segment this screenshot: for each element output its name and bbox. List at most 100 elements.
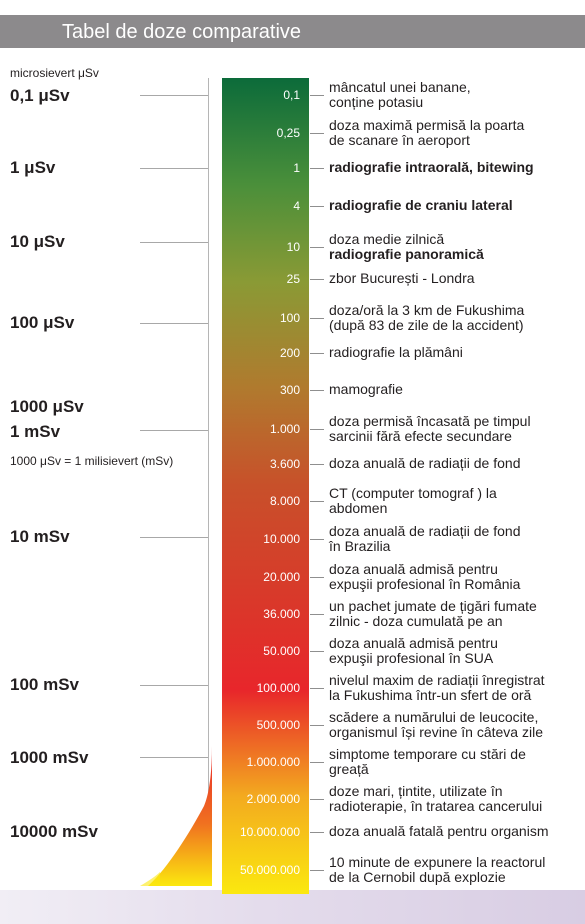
dose-leader-tick <box>310 799 324 800</box>
dose-value: 36.000 <box>263 607 300 621</box>
dose-leader-tick <box>310 168 324 169</box>
dose-curve-tail <box>140 872 160 886</box>
dose-value: 100 <box>279 311 300 325</box>
dose-description-line: scădere a numărului de leucocite, <box>329 709 539 725</box>
dose-leader-tick <box>310 318 324 319</box>
dose-description: doza permisă încasată pe timpul sarcinii … <box>329 414 585 444</box>
dose-description-line: doza anuală fatală pentru organism <box>329 823 549 839</box>
dose-description-line: organismul își revine în câteva zile <box>329 724 543 740</box>
dose-description-line: mamografie <box>329 381 403 397</box>
dose-value: 1.000 <box>269 422 300 436</box>
dose-description-line: de scanare în aeroport <box>329 132 470 148</box>
dose-description-line: radioterapie, în tratarea cancerului <box>329 798 543 814</box>
dose-value: 2.000.000 <box>246 792 300 806</box>
dose-value: 300 <box>279 383 300 397</box>
dose-description-line: radiografie intraorală, bitewing <box>329 159 534 175</box>
dose-description-line: 10 minute de expunere la reactorul <box>329 854 546 870</box>
dose-value: 500.000 <box>256 718 300 732</box>
dose-leader-tick <box>310 539 324 540</box>
dose-description-line: expuşii profesional în SUA <box>329 650 494 666</box>
dose-value: 200 <box>279 346 300 360</box>
scale-label-100-usv: 100 μSv <box>10 313 75 332</box>
dose-description: doza anuală admisă pentru expuşii profesi… <box>329 562 585 592</box>
dose-description-line: un pachet jumate de țigări fumate <box>329 598 537 614</box>
dose-description-line: zilnic - doza cumulată pe an <box>329 613 503 629</box>
scale-label-0-1-usv: 0,1 μSv <box>10 86 70 105</box>
dose-description: radiografie intraorală, bitewing <box>329 160 585 175</box>
dose-leader-tick <box>310 133 324 134</box>
title-bar: Tabel de doze comparative <box>0 15 585 48</box>
scale-label-10-msv: 10 mSv <box>10 527 70 546</box>
dose-description: 10 minute de expunere la reactorul de la … <box>329 855 585 885</box>
scale-label-1-usv: 1 μSv <box>10 158 56 177</box>
dose-description: doza maximă permisă la poarta de scanare … <box>329 118 585 148</box>
scale-label-10000-msv: 10000 mSv <box>10 822 98 841</box>
dose-description: zbor București - Londra <box>329 271 585 286</box>
dose-value: 0,1 <box>283 88 300 102</box>
dose-leader-tick <box>310 464 324 465</box>
dose-leader-tick <box>310 870 324 871</box>
dose-description-line: doza medie zilnică <box>329 231 445 247</box>
dose-description: mâncatul unei banane, conține potasiu <box>329 80 585 110</box>
scale-label-1-msv: 1 mSv <box>10 422 61 441</box>
dose-description: doza anuală de radiații de fond în Brazil… <box>329 524 585 554</box>
dose-leader-tick <box>310 501 324 502</box>
dose-description-line: radiografie la plămâni <box>329 344 463 360</box>
dose-value: 8.000 <box>269 494 300 508</box>
dose-leader-tick <box>310 688 324 689</box>
dose-description-line: zbor București - Londra <box>329 270 475 286</box>
page-title: Tabel de doze comparative <box>62 21 302 43</box>
dose-description: doza medie zilnică radiografie panoramică <box>329 232 585 262</box>
scale-tick <box>140 95 208 96</box>
scale-tick <box>140 242 208 243</box>
scale-label-1000-usv: 1000 μSv <box>10 397 84 416</box>
dose-description-line: doza anuală de radiații de fond <box>329 523 521 539</box>
scale-tick <box>140 323 208 324</box>
dose-description-line: CT (computer tomograf ) la <box>329 485 497 501</box>
dose-description: radiografie la plămâni <box>329 345 585 360</box>
dose-leader-tick <box>310 429 324 430</box>
scale-label-10-usv: 10 μSv <box>10 232 65 251</box>
dose-leader-tick <box>310 762 324 763</box>
dose-description: simptome temporare cu stări de greață <box>329 747 585 777</box>
dose-description-line: doza anuală de radiații de fond <box>329 455 521 471</box>
dose-value: 1.000.000 <box>246 755 300 769</box>
dose-description-line: doze mari, țintite, utilizate în <box>329 783 503 799</box>
dose-value: 50.000.000 <box>239 863 300 877</box>
dose-description-line: doza permisă încasată pe timpul <box>329 413 531 429</box>
dose-description: scădere a numărului de leucocite, organis… <box>329 710 585 740</box>
dose-leader-tick <box>310 651 324 652</box>
dose-description: nivelul maxim de radiații înregistrat la … <box>329 673 585 703</box>
bottom-band <box>0 890 585 924</box>
dose-leader-tick <box>310 353 324 354</box>
dose-description-line: nivelul maxim de radiații înregistrat <box>329 672 545 688</box>
dose-description: un pachet jumate de țigări fumate zilnic … <box>329 599 585 629</box>
scale-tick <box>140 685 208 686</box>
dose-description: doze mari, țintite, utilizate în radioter… <box>329 784 585 814</box>
dose-leader-tick <box>310 614 324 615</box>
dose-description: doza anuală fatală pentru organism <box>329 824 585 839</box>
dose-value: 20.000 <box>263 570 300 584</box>
dose-description-line: mâncatul unei banane, <box>329 79 471 95</box>
dose-description-line: de la Cernobil după explozie <box>329 869 506 885</box>
dose-description: doza/oră la 3 km de Fukushima (după 83 de… <box>329 303 585 333</box>
scale-axis-line <box>208 78 209 886</box>
dose-description: radiografie de craniu lateral <box>329 198 585 213</box>
dose-leader-tick <box>310 577 324 578</box>
dose-description-line: radiografie panoramică <box>329 246 484 262</box>
dose-description-line: sarcinii fără efecte secundare <box>329 428 512 444</box>
dose-leader-tick <box>310 247 324 248</box>
dose-description-line: radiografie de craniu lateral <box>329 197 513 213</box>
scale-tick <box>140 537 208 538</box>
dose-value: 0,25 <box>276 126 300 140</box>
scale-tick <box>140 168 208 169</box>
dose-description-line: simptome temporare cu stări de <box>329 746 526 762</box>
dose-description-line: doza maximă permisă la poarta <box>329 117 525 133</box>
conversion-note: 1000 μSv = 1 milisievert (mSv) <box>10 454 174 468</box>
dose-description-line: conține potasiu <box>329 94 424 110</box>
dose-description: CT (computer tomograf ) la abdomen <box>329 486 585 516</box>
dose-leader-tick <box>310 390 324 391</box>
dose-leader-tick <box>310 832 324 833</box>
scale-tick <box>140 757 208 758</box>
dose-description-line: în Brazilia <box>329 538 391 554</box>
